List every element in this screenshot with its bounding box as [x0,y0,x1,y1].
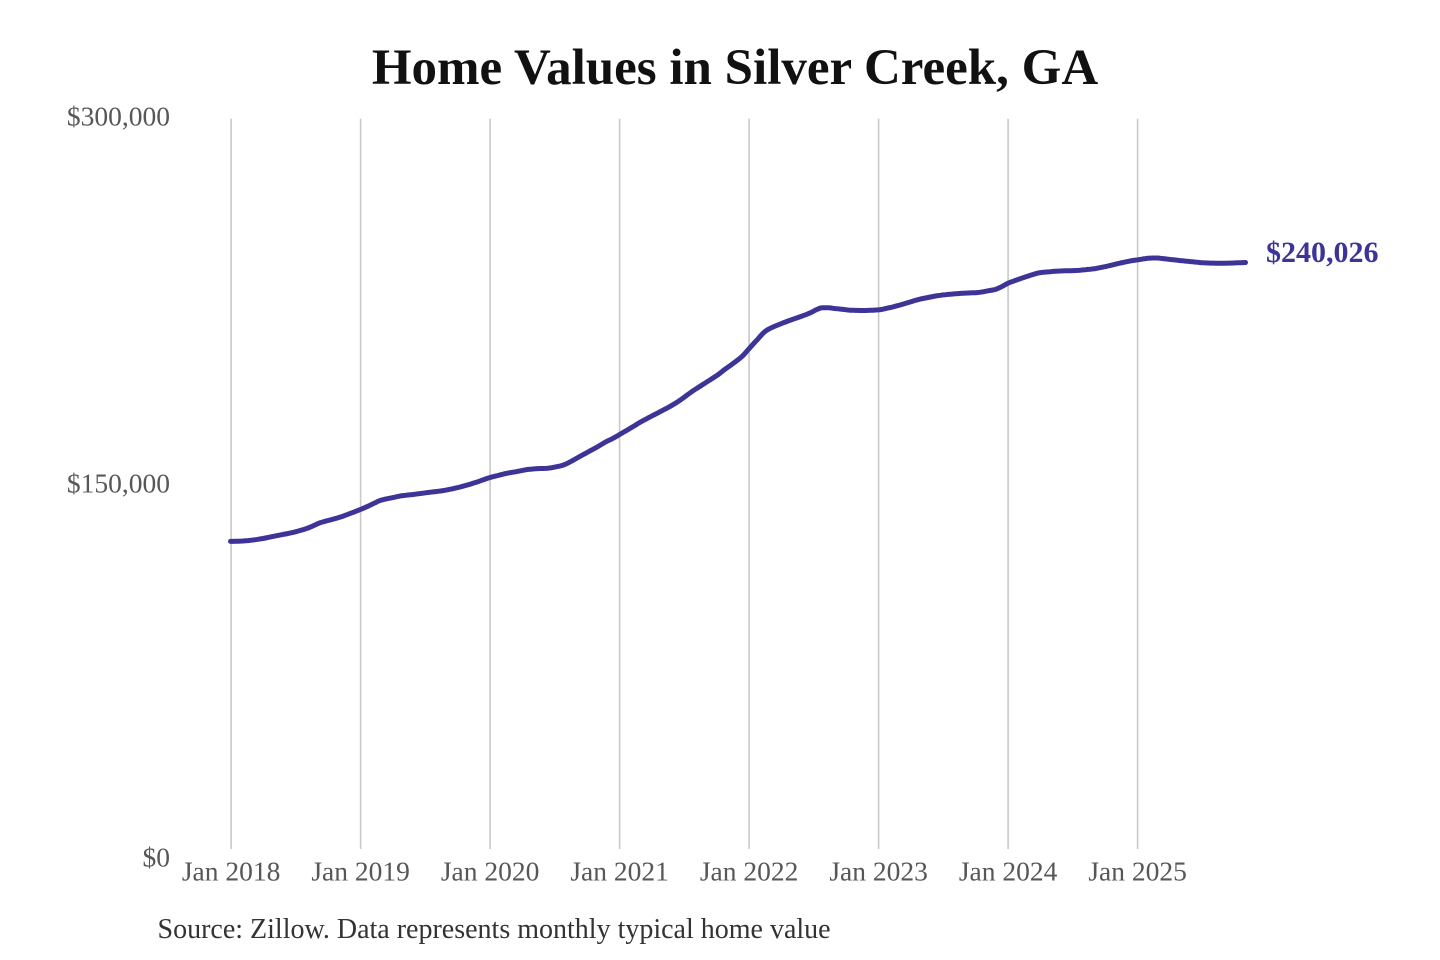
svg-text:Jan 2018: Jan 2018 [182,856,281,887]
svg-text:Source: Zillow. Data represent: Source: Zillow. Data represents monthly … [158,914,831,945]
svg-text:$240,026: $240,026 [1266,236,1379,269]
svg-text:Jan 2021: Jan 2021 [570,856,669,887]
svg-text:$150,000: $150,000 [67,467,170,498]
svg-text:Jan 2019: Jan 2019 [311,856,410,887]
svg-text:$300,000: $300,000 [67,100,170,131]
svg-text:Home Values in Silver Creek, G: Home Values in Silver Creek, GA [372,40,1098,96]
svg-text:$0: $0 [143,842,171,873]
svg-text:Jan 2024: Jan 2024 [959,856,1058,887]
svg-text:Jan 2023: Jan 2023 [829,856,928,887]
svg-text:Jan 2020: Jan 2020 [441,856,540,887]
svg-text:Jan 2022: Jan 2022 [700,856,799,887]
svg-text:Jan 2025: Jan 2025 [1088,856,1187,887]
